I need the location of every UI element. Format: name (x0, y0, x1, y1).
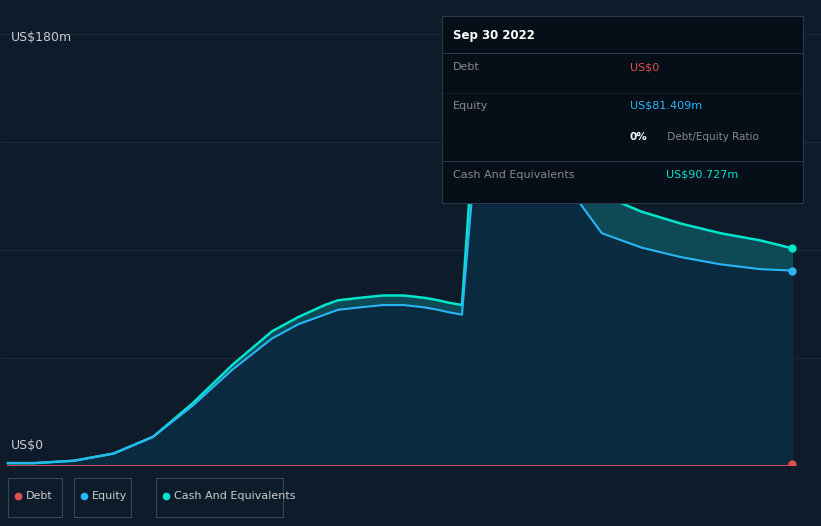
Text: Cash And Equivalents: Cash And Equivalents (174, 491, 296, 501)
Text: Debt: Debt (26, 491, 53, 501)
Text: 0%: 0% (630, 133, 647, 143)
Text: US$180m: US$180m (11, 31, 71, 44)
Text: US$81.409m: US$81.409m (630, 101, 702, 111)
Text: Debt: Debt (452, 63, 479, 73)
Text: US$0: US$0 (630, 63, 658, 73)
Text: Cash And Equivalents: Cash And Equivalents (452, 170, 574, 180)
FancyBboxPatch shape (74, 478, 131, 517)
FancyBboxPatch shape (8, 478, 62, 517)
Text: Debt/Equity Ratio: Debt/Equity Ratio (664, 133, 759, 143)
Text: Equity: Equity (452, 101, 488, 111)
Text: US$0: US$0 (11, 439, 44, 452)
Text: US$90.727m: US$90.727m (666, 170, 738, 180)
Text: Sep 30 2022: Sep 30 2022 (452, 29, 534, 42)
FancyBboxPatch shape (156, 478, 283, 517)
Text: Equity: Equity (92, 491, 127, 501)
